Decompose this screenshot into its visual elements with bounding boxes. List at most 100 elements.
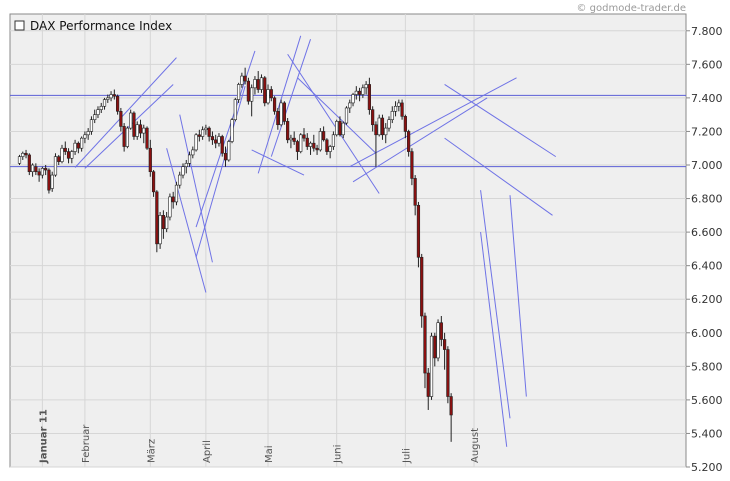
candle-up <box>361 87 365 95</box>
candle-down <box>116 95 120 112</box>
candle-up <box>99 105 103 110</box>
y-tick-label: 7.000 <box>691 159 723 172</box>
y-tick-label: 5.400 <box>691 427 723 440</box>
candle-up <box>93 114 97 120</box>
y-tick-label: 5.600 <box>691 394 723 407</box>
candle-down <box>315 147 319 151</box>
candle-down <box>410 151 414 179</box>
month-label: Januar 11 <box>38 409 49 464</box>
plot-area <box>9 13 687 468</box>
candle-down <box>433 335 437 359</box>
gridlines <box>10 14 686 468</box>
candle-down <box>243 75 247 82</box>
candle-down <box>44 168 48 171</box>
candle-up <box>30 164 35 173</box>
trend-line <box>251 149 305 176</box>
trend-line <box>84 84 174 169</box>
candle-up <box>60 147 64 162</box>
candle-down <box>371 109 375 126</box>
trend-line <box>480 232 508 447</box>
candle-up <box>21 152 25 157</box>
candle-up <box>266 89 270 104</box>
candle-up <box>253 79 257 89</box>
candle-down <box>322 131 326 141</box>
candle-down <box>132 112 136 137</box>
candle-down <box>312 142 316 149</box>
month-labels: Januar 11 Februar März April Mai Juni Juli Augu… <box>38 409 481 464</box>
candle-up <box>174 184 179 203</box>
month-label: Juni <box>333 445 344 464</box>
candle-up <box>191 149 195 156</box>
candle-down <box>47 169 51 191</box>
candle-up <box>50 174 54 189</box>
trend-line <box>74 57 177 168</box>
y-tick-label: 7.600 <box>691 58 723 71</box>
candle-up <box>299 134 303 152</box>
candle-down <box>66 151 71 159</box>
candle-down <box>214 139 218 144</box>
candle-down <box>27 154 31 173</box>
candle-up <box>308 142 313 147</box>
y-tick-label: 6.800 <box>691 193 723 206</box>
trend-line <box>287 53 380 194</box>
candle-down <box>57 156 61 162</box>
trend-line <box>509 195 527 397</box>
candle-up <box>384 127 388 136</box>
candle-down <box>380 117 385 136</box>
candle-down <box>325 139 329 152</box>
candle-up <box>40 168 44 176</box>
candle-down <box>407 131 411 152</box>
trend-line <box>349 77 517 168</box>
candle-down <box>416 204 421 258</box>
candle-up <box>331 134 336 147</box>
candle-up <box>96 109 100 115</box>
candle-down <box>37 171 41 176</box>
candle-up <box>86 131 90 136</box>
y-tick-label: 6.000 <box>691 327 723 340</box>
candle-down <box>210 136 215 141</box>
candle-up <box>233 99 237 120</box>
candle-up <box>204 127 208 131</box>
candle-down <box>400 102 404 117</box>
candle-down <box>295 141 300 152</box>
candle-down <box>171 196 175 203</box>
trend-line <box>480 190 511 419</box>
candle-up <box>135 124 139 137</box>
trend-line <box>257 35 302 174</box>
candle-down <box>148 147 152 173</box>
candle-down <box>357 90 362 95</box>
candle-up <box>429 335 434 397</box>
candle-up <box>73 142 77 152</box>
month-label: Februar <box>81 424 92 463</box>
candle-up <box>106 97 110 100</box>
candle-up <box>387 119 391 129</box>
candle-down <box>420 256 424 317</box>
candle-up <box>328 146 332 152</box>
y-tick-label: 7.800 <box>691 25 723 38</box>
candle-down <box>24 152 28 156</box>
candle-up <box>80 137 84 149</box>
candle-up <box>335 121 339 136</box>
candle-up <box>236 84 241 100</box>
month-label: April <box>202 440 213 463</box>
candle-down <box>197 134 201 137</box>
candle-up <box>178 174 182 186</box>
candle-up <box>129 112 133 129</box>
month-label: Mai <box>264 445 275 463</box>
candle-up <box>351 94 355 104</box>
candle-up <box>318 131 322 151</box>
candle-up <box>187 154 192 164</box>
candle-down <box>423 315 427 374</box>
trend-line <box>166 148 207 293</box>
month-label: August <box>470 428 481 463</box>
candle-up <box>393 105 398 112</box>
candle-up <box>364 84 368 89</box>
candle-up <box>390 111 394 120</box>
y-tick-label: 6.400 <box>691 260 723 273</box>
candle-down <box>449 396 453 416</box>
trend-line <box>444 84 557 158</box>
candle-up <box>70 151 74 159</box>
candle-down <box>442 339 447 350</box>
trend-line <box>297 77 377 154</box>
